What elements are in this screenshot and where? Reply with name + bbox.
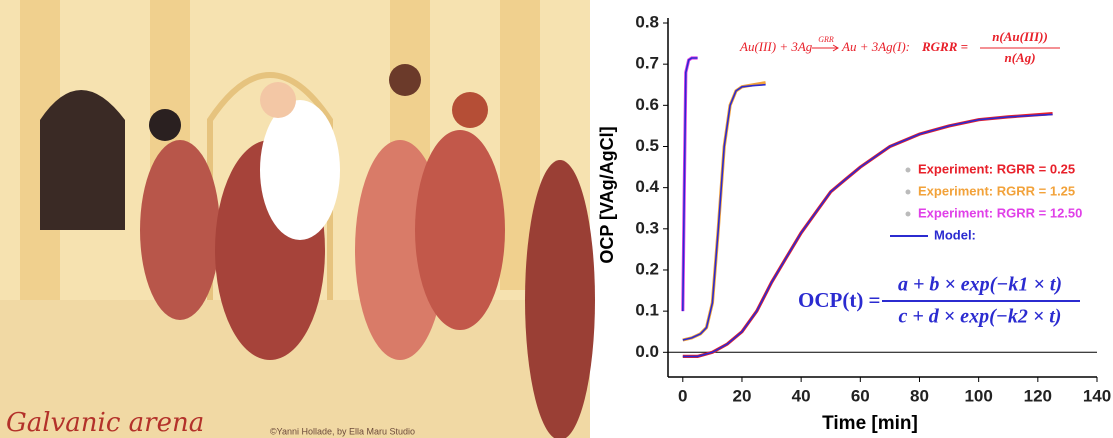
illustration-title: Galvanic arena <box>6 408 204 438</box>
x-tick-label: 140 <box>1083 386 1111 405</box>
y-tick-label: 0.1 <box>635 301 659 320</box>
reaction-arrow-label: GRR <box>818 35 834 44</box>
x-tick-label: 100 <box>964 386 992 405</box>
x-tick-label: 60 <box>851 386 870 405</box>
page: Galvanic arena ©Yanni Hollade, by Ella M… <box>0 0 1113 438</box>
y-tick-label: 0.5 <box>635 136 659 155</box>
legend-label: Experiment: RGRR = 12.50 <box>918 205 1082 220</box>
legend-label: Model: <box>934 227 976 242</box>
model-denominator: c + d × exp(−k2 × t) <box>899 306 1062 328</box>
y-tick-label: 0.7 <box>635 54 659 73</box>
x-tick-label: 40 <box>792 386 811 405</box>
legend-swatch <box>906 168 911 173</box>
reaction-left: Au(III) + 3Ag <box>739 39 813 54</box>
y-tick-label: 0.3 <box>635 218 659 237</box>
ratio-numerator: n(Au(III)) <box>992 29 1048 44</box>
x-tick-label: 20 <box>733 386 752 405</box>
y-tick-label: 0.6 <box>635 95 659 114</box>
reaction-right: Au + 3Ag(I): <box>841 39 910 54</box>
series-line <box>683 83 766 340</box>
y-tick-label: 0.0 <box>635 342 659 361</box>
ratio-label: RGRR = <box>921 39 968 54</box>
reaction-arrow <box>812 45 838 51</box>
ratio-denominator: n(Ag) <box>1004 50 1035 65</box>
y-tick-label: 0.4 <box>635 177 659 196</box>
x-tick-label: 80 <box>910 386 929 405</box>
legend-swatch <box>906 190 911 195</box>
illustration: Galvanic arena ©Yanni Hollade, by Ella M… <box>0 0 595 438</box>
model-numerator: a + b × exp(−k1 × t) <box>898 274 1062 296</box>
model-label: OCP(t) = <box>798 288 881 312</box>
legend-swatch <box>906 212 911 217</box>
x-tick-label: 120 <box>1024 386 1052 405</box>
y-tick-label: 0.2 <box>635 259 659 278</box>
legend-label: Experiment: RGRR = 0.25 <box>918 161 1075 176</box>
x-tick-label: 0 <box>678 386 687 405</box>
y-tick-label: 0.8 <box>635 12 659 31</box>
y-axis-label: OCP [VAg/AgCl] <box>597 126 617 263</box>
x-axis-label: Time [min] <box>822 413 918 434</box>
illustration-credit: ©Yanni Hollade, by Ella Maru Studio <box>270 426 415 436</box>
legend-label: Experiment: RGRR = 1.25 <box>918 183 1075 198</box>
